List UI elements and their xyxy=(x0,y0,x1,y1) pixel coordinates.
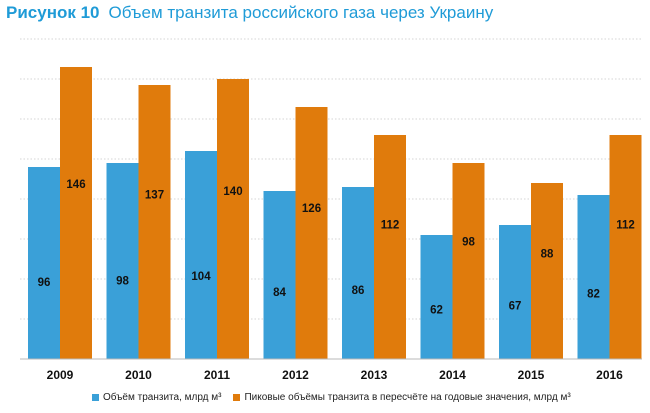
bar-label-transit-2009: 96 xyxy=(38,277,51,289)
bar-label-peak-2009: 146 xyxy=(66,179,85,191)
legend: Объём транзита, млрд м³ Пиковые объёмы т… xyxy=(92,392,583,403)
x-tick-2010: 2010 xyxy=(125,368,152,382)
bar-peak-2011 xyxy=(217,79,249,359)
bar-peak-2010 xyxy=(138,85,171,359)
bar-label-transit-2016: 82 xyxy=(587,288,600,300)
legend-item-transit: Объём транзита, млрд м³ xyxy=(92,392,221,403)
legend-swatch-peak xyxy=(233,394,241,401)
x-tick-2015: 2015 xyxy=(518,368,545,382)
x-tick-2011: 2011 xyxy=(204,368,230,382)
bar-peak-2012 xyxy=(295,107,328,359)
bar-transit-2015 xyxy=(499,225,531,359)
bar-peak-2014 xyxy=(452,163,485,359)
chart-title: Рисунок 10 Объем транзита российского газ… xyxy=(6,1,493,25)
bar-label-peak-2012: 126 xyxy=(302,203,321,215)
x-tick-labels: 2009 2010 2011 2012 2013 2014 2015 2016 xyxy=(47,368,624,382)
x-tick-2009: 2009 xyxy=(47,368,74,382)
bar-label-peak-2010: 137 xyxy=(145,190,164,202)
bar-label-peak-2011: 140 xyxy=(223,186,242,198)
x-tick-2013: 2013 xyxy=(361,368,388,382)
bar-transit-2016 xyxy=(577,195,610,359)
bar-label-transit-2010: 98 xyxy=(116,276,129,288)
x-tick-2016: 2016 xyxy=(596,368,623,382)
legend-label-peak: Пиковые объёмы транзита в пересчёте на г… xyxy=(244,392,571,403)
legend-swatch-transit xyxy=(92,394,99,401)
bar-label-transit-2015: 67 xyxy=(509,300,522,312)
bar-label-peak-2014: 98 xyxy=(462,236,475,248)
bar-transit-2014 xyxy=(420,235,453,359)
bar-transit-2009 xyxy=(28,167,60,359)
bar-peak-2016 xyxy=(609,135,642,359)
bar-label-transit-2013: 86 xyxy=(352,285,365,297)
bar-label-peak-2016: 112 xyxy=(616,220,635,232)
x-tick-2014: 2014 xyxy=(439,368,466,382)
bar-peak-2015 xyxy=(531,183,563,359)
x-tick-2012: 2012 xyxy=(282,368,309,382)
figure-title: Объем транзита российского газа через Ук… xyxy=(108,3,494,22)
bar-transit-2010 xyxy=(106,163,139,359)
bar-label-transit-2012: 84 xyxy=(273,287,286,299)
bar-transit-2013 xyxy=(342,187,374,359)
bar-label-transit-2011: 104 xyxy=(191,271,211,283)
legend-label-transit: Объём транзита, млрд м³ xyxy=(103,392,222,403)
figure-label: Рисунок 10 xyxy=(6,3,100,22)
bar-peak-2009 xyxy=(60,67,92,359)
bar-label-transit-2014: 62 xyxy=(430,304,443,316)
legend-item-peak: Пиковые объёмы транзита в пересчёте на г… xyxy=(233,392,571,403)
bar-label-peak-2013: 112 xyxy=(381,220,400,232)
bar-transit-2012 xyxy=(263,191,296,359)
bar-label-peak-2015: 88 xyxy=(541,248,554,260)
bar-transit-2011 xyxy=(185,151,217,359)
bar-peak-2013 xyxy=(374,135,406,359)
bars: 96 146 98 137 104 140 84 126 86 112 62 98 67 88 82 112 xyxy=(28,67,642,359)
